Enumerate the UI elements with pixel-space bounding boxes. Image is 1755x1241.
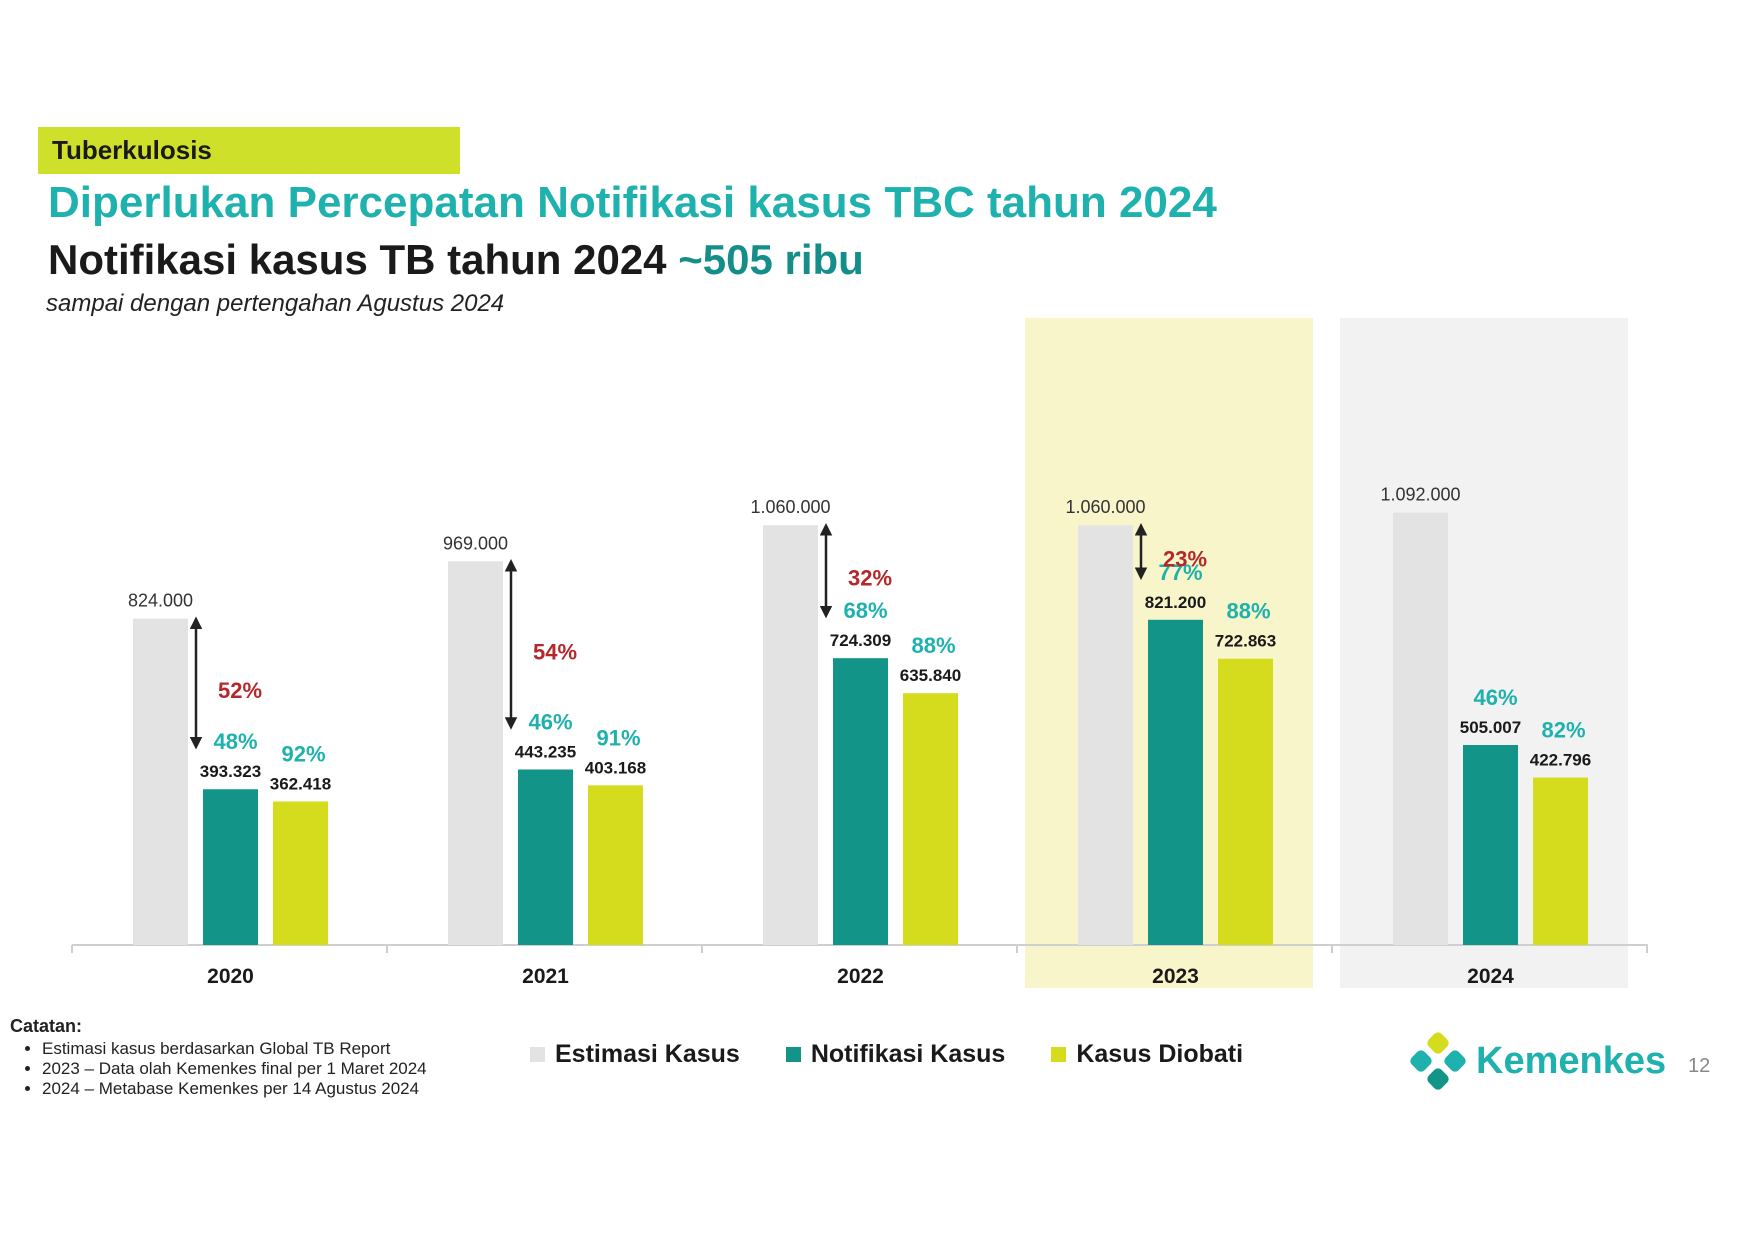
gap-percent-2022: 32% [848, 566, 892, 591]
kemenkes-logo: Kemenkes [1408, 1030, 1666, 1092]
value-label-estimasi-2023: 1.060.000 [1065, 497, 1145, 517]
legend-swatch [1051, 1047, 1067, 1062]
value-label-diobati-2021: 403.168 [585, 758, 646, 777]
legend-item-estimasi: Estimasi Kasus [530, 1040, 740, 1069]
tb-bar-chart: 824.000 393.323 362.418 48% 92% 52% 2020 969.00… [71, 318, 1648, 988]
subtitle-accent: ~505 ribu [678, 236, 864, 283]
section-tag-label: Tuberkulosis [52, 135, 212, 165]
bar-diobati-2022 [903, 693, 958, 945]
legend-label: Notifikasi Kasus [810, 1040, 1006, 1068]
category-label-2021: 2021 [522, 965, 569, 988]
value-label-estimasi-2020: 824.000 [128, 591, 193, 611]
chart-legend: Estimasi Kasus Notifikasi Kasus Kasus Di… [530, 1040, 1243, 1069]
bar-diobati-2024 [1533, 777, 1588, 945]
notification-percent-2024: 46% [1473, 685, 1517, 710]
bar-diobati-2020 [273, 801, 328, 945]
legend-swatch [785, 1047, 801, 1062]
value-label-diobati-2024: 422.796 [1530, 751, 1591, 770]
value-label-diobati-2023: 722.863 [1215, 632, 1276, 651]
bar-estimasi-2024 [1393, 512, 1448, 945]
bar-notifikasi-2020 [203, 789, 258, 945]
bar-notifikasi-2021 [518, 769, 573, 945]
value-label-notifikasi-2024: 505.007 [1460, 718, 1521, 737]
treated-percent-2023: 88% [1226, 599, 1270, 624]
notification-percent-2020: 48% [213, 729, 257, 754]
value-label-notifikasi-2021: 443.235 [515, 742, 576, 761]
bar-notifikasi-2024 [1463, 745, 1518, 945]
notes-heading: Catatan: [10, 1016, 83, 1036]
value-label-notifikasi-2023: 821.200 [1145, 593, 1206, 612]
bar-diobati-2021 [588, 785, 643, 945]
treated-percent-2020: 92% [281, 741, 325, 766]
subtitle-main: Notifikasi kasus TB tahun 2024 [48, 236, 679, 283]
gap-percent-2021: 54% [533, 639, 577, 664]
page-title: Diperlukan Percepatan Notifikasi kasus T… [48, 178, 1217, 227]
category-label-2020: 2020 [207, 965, 254, 988]
logo-text: Kemenkes [1476, 1039, 1667, 1082]
value-label-estimasi-2021: 969.000 [443, 533, 508, 553]
value-label-estimasi-2024: 1.092.000 [1380, 485, 1460, 505]
note-item: 2024 – Metabase Kemenkes per 14 Agustus … [42, 1079, 427, 1099]
note-item: Estimasi kasus berdasarkan Global TB Rep… [42, 1039, 427, 1059]
bar-estimasi-2021 [448, 561, 503, 945]
notification-percent-2021: 46% [528, 709, 572, 734]
legend-item-notifikasi: Notifikasi Kasus [785, 1040, 1006, 1069]
notification-percent-2023: 77% [1158, 560, 1202, 585]
bar-diobati-2023 [1218, 658, 1273, 945]
kemenkes-logo-icon [1410, 1032, 1466, 1090]
category-label-2022: 2022 [837, 965, 884, 988]
period-note: sampai dengan pertengahan Agustus 2024 [46, 290, 505, 317]
page-number: 12 [1688, 1055, 1711, 1077]
bar-notifikasi-2022 [833, 658, 888, 945]
notification-percent-2022: 68% [843, 598, 887, 623]
category-label-2023: 2023 [1152, 965, 1199, 988]
treated-percent-2022: 88% [911, 633, 955, 658]
legend-item-diobati: Kasus Diobati [1051, 1040, 1243, 1069]
page-subtitle: Notifikasi kasus TB tahun 2024 ~505 ribu [48, 236, 864, 284]
section-tag: Tuberkulosis [38, 127, 460, 174]
legend-swatch [530, 1047, 545, 1062]
bar-estimasi-2023 [1078, 525, 1133, 945]
notes-list: Estimasi kasus berdasarkan Global TB Rep… [10, 1039, 427, 1099]
value-label-diobati-2020: 362.418 [270, 774, 331, 793]
bar-notifikasi-2023 [1148, 619, 1203, 945]
legend-label: Kasus Diobati [1076, 1040, 1244, 1068]
note-item: 2023 – Data olah Kemenkes final per 1 Ma… [42, 1059, 427, 1079]
legend-label: Estimasi Kasus [555, 1040, 740, 1068]
category-label-2024: 2024 [1467, 965, 1514, 988]
gap-percent-2023: 23% [1163, 547, 1207, 572]
treated-percent-2024: 82% [1541, 718, 1585, 743]
gap-percent-2020: 52% [218, 678, 262, 703]
value-label-estimasi-2022: 1.060.000 [750, 497, 830, 517]
bar-estimasi-2022 [763, 525, 818, 945]
notes-block: Catatan: Estimasi kasus berdasarkan Glob… [10, 1016, 427, 1099]
treated-percent-2021: 91% [596, 725, 640, 750]
value-label-notifikasi-2020: 393.323 [200, 762, 261, 781]
value-label-diobati-2022: 635.840 [900, 666, 961, 685]
bar-estimasi-2020 [133, 618, 188, 945]
value-label-notifikasi-2022: 724.309 [830, 631, 891, 650]
